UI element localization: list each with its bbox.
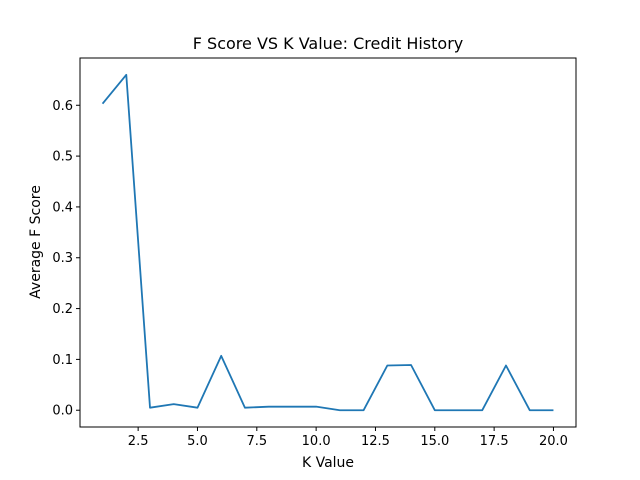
y-tick-label: 0.3 (52, 251, 73, 266)
y-axis-label: Average F Score (28, 185, 44, 299)
x-tick-label: 20.0 (539, 434, 568, 449)
y-tick-label: 0.2 (52, 302, 73, 317)
y-axis-ticks: 0.0 0.1 0.2 0.3 0.4 0.5 0.6 (52, 99, 80, 419)
y-tick-label: 0.4 (52, 200, 73, 215)
series-line (101, 73, 554, 412)
y-tick-label: 0.5 (52, 150, 73, 165)
x-tick-label: 10.0 (302, 434, 331, 449)
x-tick-label: 5.0 (187, 434, 208, 449)
axes-frame (79, 57, 577, 428)
x-tick-label: 7.5 (246, 434, 267, 449)
chart-title: F Score VS K Value: Credit History (193, 34, 464, 53)
x-tick-label: 2.5 (128, 434, 149, 449)
x-tick-label: 15.0 (420, 434, 449, 449)
plot-area (101, 73, 554, 412)
x-tick-label: 17.5 (480, 434, 509, 449)
x-tick-label: 12.5 (361, 434, 390, 449)
y-tick-label: 0.1 (52, 353, 73, 368)
x-axis-ticks: 2.5 5.0 7.5 10.0 12.5 15.0 17.5 20.0 (128, 427, 568, 449)
y-tick-label: 0.6 (52, 99, 73, 114)
x-axis-label: K Value (302, 455, 354, 471)
y-tick-label: 0.0 (52, 404, 73, 419)
